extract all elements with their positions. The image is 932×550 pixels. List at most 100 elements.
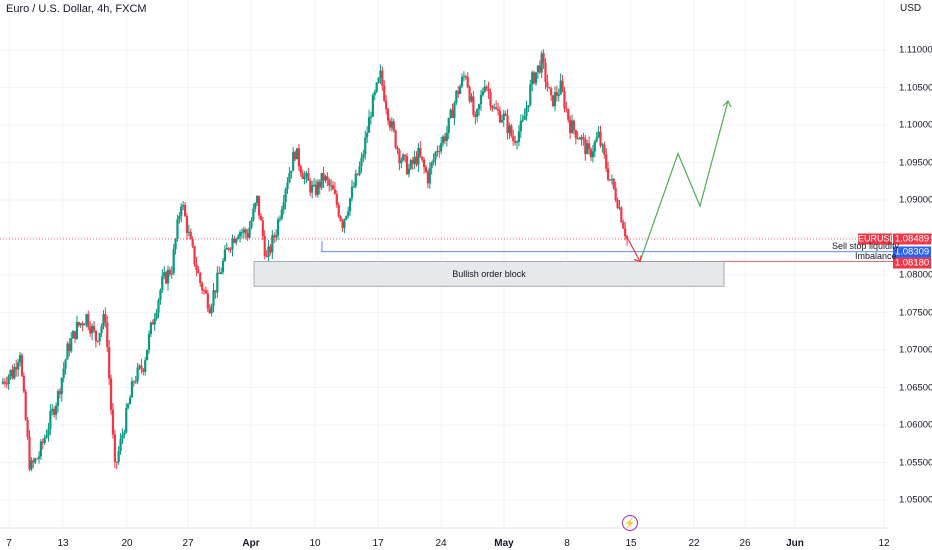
candle-body bbox=[47, 428, 50, 436]
candle-body bbox=[113, 434, 116, 462]
candle-body bbox=[144, 360, 147, 372]
candle-body bbox=[109, 378, 113, 410]
candle-body bbox=[563, 90, 566, 109]
candle-body bbox=[402, 154, 405, 161]
candle-body bbox=[578, 138, 581, 140]
candle-body bbox=[197, 270, 200, 274]
candle-body bbox=[517, 131, 521, 142]
candle-body bbox=[265, 255, 268, 257]
candle-body bbox=[220, 272, 223, 274]
candle-body bbox=[142, 369, 145, 372]
candle-body bbox=[182, 204, 185, 207]
candles bbox=[1, 49, 629, 472]
candle-body bbox=[533, 72, 536, 84]
candle-body bbox=[297, 148, 300, 167]
candle-body bbox=[293, 151, 297, 160]
candle-body bbox=[453, 102, 456, 118]
candle-body bbox=[178, 216, 181, 220]
candle-body bbox=[510, 125, 513, 137]
candle-body bbox=[320, 173, 323, 188]
candle-body bbox=[77, 322, 80, 326]
candle-body bbox=[17, 362, 20, 370]
lightning-icon[interactable]: ⚡ bbox=[622, 515, 638, 531]
candle-body bbox=[92, 325, 96, 331]
candle-body bbox=[398, 149, 401, 164]
candle-body bbox=[548, 87, 551, 89]
candle-body bbox=[146, 349, 149, 361]
candle-body bbox=[415, 156, 418, 165]
candle-body bbox=[328, 180, 331, 186]
candle-body bbox=[275, 235, 278, 238]
candle-body bbox=[91, 325, 94, 334]
candle-body bbox=[462, 76, 466, 78]
candle-body bbox=[221, 260, 225, 273]
candle-body bbox=[73, 331, 77, 339]
candle-body bbox=[407, 168, 410, 175]
candle-body bbox=[476, 109, 479, 117]
candle-body bbox=[460, 77, 464, 87]
candle-body bbox=[244, 229, 247, 234]
candle-body bbox=[41, 441, 44, 444]
candle-body bbox=[87, 314, 90, 328]
price-level-label: 1.09500 bbox=[899, 157, 932, 168]
time-label: 15 bbox=[625, 538, 637, 549]
candle-body bbox=[187, 231, 190, 233]
candle-body bbox=[436, 150, 439, 153]
candle-body bbox=[318, 181, 321, 188]
candle-body bbox=[13, 367, 16, 379]
candle-body bbox=[170, 273, 173, 275]
candle-body bbox=[183, 204, 187, 217]
candle-body bbox=[413, 156, 416, 164]
candle-body bbox=[240, 232, 244, 234]
candle-body bbox=[498, 110, 502, 123]
candle-body bbox=[102, 314, 105, 327]
time-label: 27 bbox=[182, 538, 194, 549]
candle-body bbox=[540, 53, 543, 73]
candle-body bbox=[237, 236, 240, 239]
candle-body bbox=[477, 104, 481, 110]
candle-body bbox=[356, 173, 359, 175]
candle-body bbox=[201, 283, 204, 291]
candle-body bbox=[7, 376, 10, 384]
candle-body bbox=[81, 323, 84, 326]
candle-body bbox=[263, 236, 266, 256]
candle-body bbox=[586, 143, 589, 155]
candle-body bbox=[85, 314, 88, 325]
candle-body bbox=[434, 152, 437, 160]
candle-body bbox=[276, 219, 280, 236]
candle-body bbox=[622, 222, 625, 229]
candle-body bbox=[591, 151, 595, 158]
candle-body bbox=[9, 369, 12, 377]
candle-body bbox=[58, 391, 61, 395]
candle-body bbox=[339, 216, 342, 221]
candle-body bbox=[43, 437, 46, 444]
candle-body bbox=[248, 227, 251, 238]
candle-body bbox=[430, 162, 433, 169]
candle-body bbox=[441, 136, 445, 144]
candle-body bbox=[26, 419, 29, 437]
candle-body bbox=[610, 178, 613, 180]
candle-body bbox=[411, 160, 414, 164]
candle-body bbox=[375, 82, 378, 92]
candle-body bbox=[561, 80, 564, 91]
candle-body bbox=[455, 90, 458, 103]
candle-body bbox=[625, 236, 629, 239]
candle-body bbox=[373, 91, 376, 96]
candle-body bbox=[326, 176, 329, 181]
candle-body bbox=[470, 96, 473, 102]
candle-body bbox=[149, 322, 153, 335]
candle-body bbox=[32, 460, 35, 463]
candle-body bbox=[377, 78, 380, 83]
order-block-rect bbox=[253, 261, 725, 287]
projection-arrowhead bbox=[722, 99, 732, 108]
candle-body bbox=[438, 150, 441, 152]
candle-body bbox=[130, 381, 134, 398]
candle-body bbox=[508, 125, 511, 134]
candle-body bbox=[115, 461, 118, 463]
candle-body bbox=[449, 109, 452, 118]
candle-body bbox=[185, 216, 189, 233]
candle-body bbox=[396, 147, 399, 150]
candle-body bbox=[273, 235, 276, 238]
candle-body bbox=[242, 229, 245, 233]
